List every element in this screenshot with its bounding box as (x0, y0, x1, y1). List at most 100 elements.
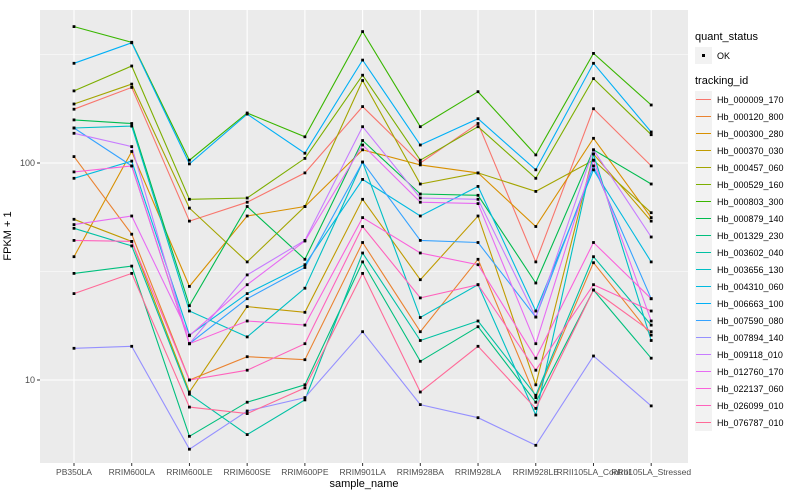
data-point (476, 90, 480, 94)
data-point (418, 330, 422, 334)
data-point (592, 241, 595, 244)
y-tick-label: 100 (20, 158, 35, 168)
data-point (245, 200, 249, 204)
legend-key-line-icon (696, 98, 711, 101)
data-point (361, 225, 364, 228)
y-tick-label: 10 (25, 375, 35, 385)
data-point (130, 150, 134, 153)
legend-key-box (695, 261, 712, 278)
data-point (361, 125, 364, 129)
data-point (188, 219, 191, 223)
data-point (72, 292, 76, 295)
legend-key-line-icon (696, 387, 711, 390)
legend-key-box (695, 142, 712, 159)
data-point (592, 52, 595, 55)
data-point (188, 390, 191, 394)
legend-item-label: Hb_003656_130 (717, 264, 784, 275)
legend-item-label: Hb_003602_040 (717, 247, 784, 258)
legend-key-box (695, 125, 712, 142)
data-point (188, 447, 191, 451)
data-point (418, 143, 422, 147)
data-point (649, 404, 653, 408)
data-point (649, 330, 653, 334)
x-tick-label: RRII105LA_Control (557, 467, 631, 477)
data-point (188, 334, 191, 338)
data-point (476, 241, 480, 244)
legend-item: Hb_007894_140 (695, 329, 799, 346)
data-point (188, 405, 191, 409)
legend-key-box (695, 91, 712, 108)
data-point (418, 200, 422, 204)
data-point (303, 398, 307, 402)
data-point (72, 61, 76, 65)
data-point (361, 178, 364, 181)
data-point (72, 272, 76, 275)
data-point (649, 297, 653, 301)
legend-key-box (695, 329, 712, 346)
data-point (418, 296, 422, 300)
data-point (72, 131, 76, 135)
data-point (592, 61, 595, 65)
data-point (592, 158, 595, 162)
x-tick-label: RRIM600LA (109, 467, 156, 477)
data-point (476, 197, 480, 201)
data-point (245, 319, 249, 323)
legend-key-box (695, 193, 712, 210)
data-point (245, 205, 249, 208)
data-point (649, 130, 653, 134)
data-point (130, 164, 134, 168)
data-point (130, 232, 134, 236)
data-point (476, 319, 480, 323)
data-point (476, 416, 480, 420)
legend-item: Hb_000370_030 (695, 142, 799, 159)
legend-key-line-icon (696, 166, 711, 169)
legend-item-label: Hb_000120_800 (717, 111, 784, 122)
legend-item-label: Hb_026099_010 (717, 400, 784, 411)
data-point (130, 64, 134, 68)
data-point (418, 251, 422, 255)
data-point (303, 263, 307, 267)
data-point (303, 342, 307, 346)
data-point (72, 118, 76, 122)
legend-key-line-icon (696, 132, 711, 135)
data-point (534, 190, 538, 193)
data-point (245, 400, 249, 404)
data-point (130, 264, 134, 268)
data-point (418, 278, 422, 282)
data-point (130, 145, 134, 148)
legend-item: Hb_003656_130 (695, 261, 799, 278)
data-point (72, 226, 76, 230)
legend-item: Hb_000879_140 (695, 210, 799, 227)
data-point (592, 136, 595, 140)
data-point (245, 214, 249, 218)
data-point (245, 292, 249, 295)
data-point (361, 30, 364, 33)
data-point (130, 41, 134, 45)
data-point (188, 162, 191, 166)
data-point (130, 82, 134, 86)
data-point (303, 358, 307, 362)
data-point (188, 285, 191, 288)
data-point (245, 112, 249, 116)
data-point (649, 309, 653, 313)
x-tick-label: RRII105LA_Stressed (611, 467, 691, 477)
data-point (72, 126, 76, 130)
data-point (130, 272, 134, 275)
data-point (361, 105, 364, 108)
data-point (534, 260, 538, 264)
data-point (592, 354, 595, 358)
data-point (534, 281, 538, 285)
data-point (361, 272, 364, 275)
data-point (245, 355, 249, 359)
legend-key-box (695, 380, 712, 397)
data-point (418, 196, 422, 200)
legend-item: Hb_000803_300 (695, 193, 799, 210)
data-point (130, 240, 134, 243)
data-point (418, 163, 422, 167)
data-point (534, 413, 538, 417)
data-point (303, 386, 307, 390)
legend-item-label: Hb_000300_280 (717, 128, 784, 139)
data-point (303, 310, 307, 314)
data-point (188, 158, 191, 162)
